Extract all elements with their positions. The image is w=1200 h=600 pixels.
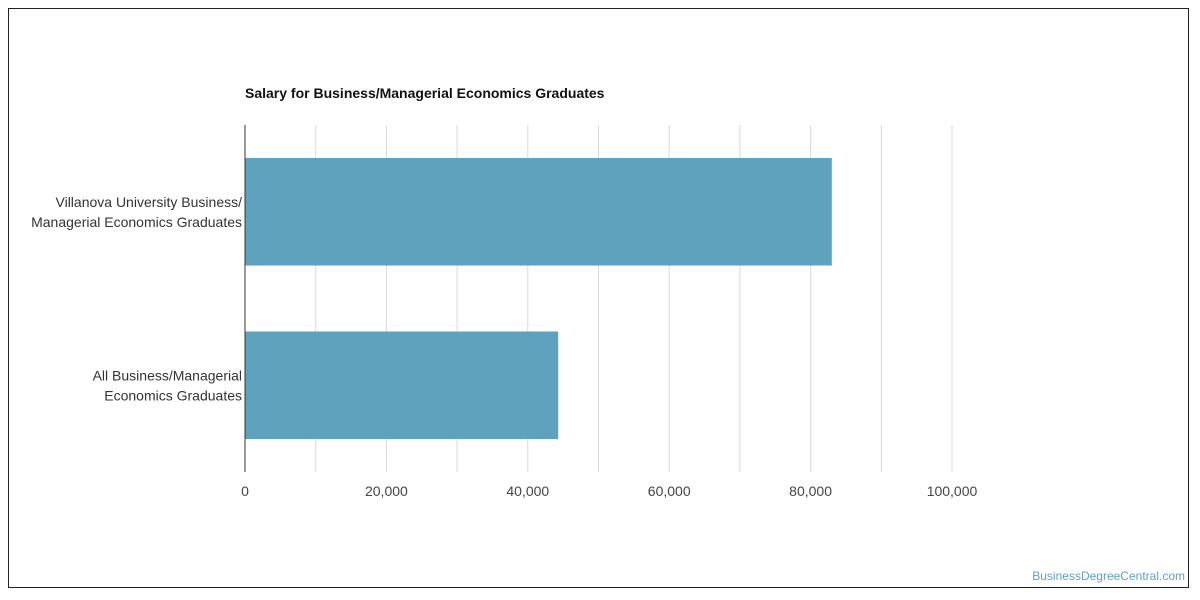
category-label: Villanova University Business/ bbox=[56, 194, 243, 210]
x-tick-label: 100,000 bbox=[927, 483, 978, 499]
category-label: Economics Graduates bbox=[104, 387, 242, 403]
x-tick-label: 80,000 bbox=[789, 483, 832, 499]
chart-title: Salary for Business/Managerial Economics… bbox=[245, 85, 605, 101]
category-label: Managerial Economics Graduates bbox=[31, 214, 242, 230]
category-label: All Business/Managerial bbox=[93, 367, 242, 383]
chart-frame bbox=[8, 8, 1189, 588]
x-tick-label: 0 bbox=[241, 483, 249, 499]
bar bbox=[245, 331, 559, 440]
source-watermark[interactable]: BusinessDegreeCentral.com bbox=[1032, 569, 1185, 583]
bar bbox=[245, 157, 832, 266]
x-tick-label: 60,000 bbox=[648, 483, 691, 499]
x-tick-label: 20,000 bbox=[365, 483, 408, 499]
x-tick-label: 40,000 bbox=[506, 483, 549, 499]
